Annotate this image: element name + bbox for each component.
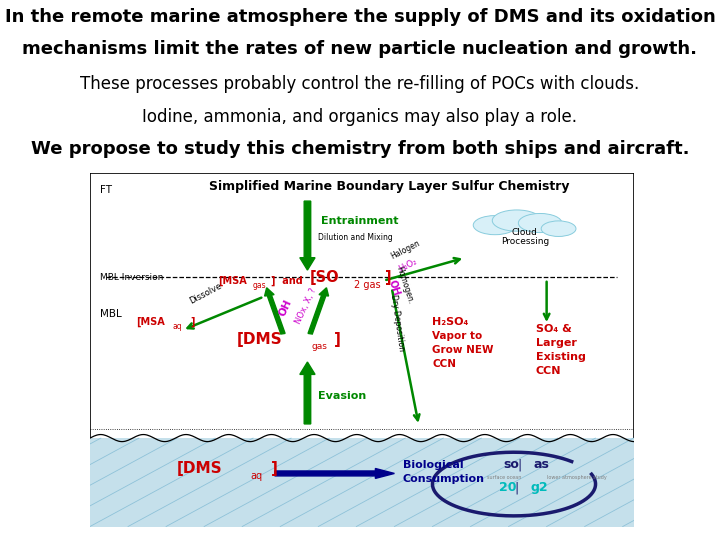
Text: MBL: MBL (100, 309, 122, 319)
Text: [DMS: [DMS (177, 462, 222, 476)
Text: Vapor to: Vapor to (433, 331, 482, 341)
FancyArrow shape (264, 288, 285, 334)
Text: ]: ] (191, 317, 195, 327)
Text: |: | (517, 458, 521, 471)
Text: aq: aq (251, 471, 263, 481)
Ellipse shape (541, 221, 576, 237)
Text: g2: g2 (531, 481, 548, 494)
Text: [MSA: [MSA (217, 276, 246, 287)
Text: as: as (533, 458, 549, 471)
Text: [DMS: [DMS (237, 332, 282, 347)
Text: NOx, X, ?: NOx, X, ? (294, 286, 318, 325)
Text: OH: OH (277, 298, 294, 318)
Text: Evasion: Evasion (318, 391, 366, 401)
Text: gas: gas (312, 342, 328, 351)
Text: Simplified Marine Boundary Layer Sulfur Chemistry: Simplified Marine Boundary Layer Sulfur … (209, 180, 570, 193)
Text: We propose to study this chemistry from both ships and aircraft.: We propose to study this chemistry from … (31, 140, 689, 158)
Bar (90, 438, 634, 526)
FancyArrow shape (300, 362, 315, 424)
Text: gas: gas (253, 281, 266, 291)
FancyArrow shape (275, 469, 395, 478)
Text: H₂SO₄: H₂SO₄ (433, 317, 469, 327)
Text: lower atmosphere study: lower atmosphere study (546, 475, 606, 480)
Ellipse shape (473, 215, 517, 235)
Text: mechanisms limit the rates of new particle nucleation and growth.: mechanisms limit the rates of new partic… (22, 40, 698, 58)
Text: MBL Inversion: MBL Inversion (100, 273, 163, 282)
Text: Larger: Larger (536, 338, 577, 348)
Text: ]  and: ] and (271, 276, 303, 287)
Text: Dissolve: Dissolve (188, 281, 223, 306)
Text: surface ocean: surface ocean (487, 475, 521, 480)
Text: ]: ] (333, 332, 341, 347)
Text: |: | (515, 481, 519, 494)
Text: ]: ] (384, 271, 391, 286)
Text: Processing: Processing (500, 237, 549, 246)
Text: so: so (503, 458, 519, 471)
Text: Dry Deposition: Dry Deposition (389, 294, 406, 352)
Text: Existing: Existing (536, 352, 585, 362)
Text: SO₄ &: SO₄ & (536, 324, 572, 334)
Text: CCN: CCN (433, 359, 456, 369)
Text: CCN: CCN (536, 367, 562, 376)
Text: 2 gas: 2 gas (354, 280, 380, 290)
Text: FT: FT (100, 185, 112, 195)
FancyArrow shape (300, 201, 315, 270)
Ellipse shape (492, 210, 541, 231)
FancyArrow shape (308, 288, 328, 334)
Text: [SO: [SO (310, 271, 340, 286)
Text: ]: ] (271, 462, 277, 476)
Text: Cloud: Cloud (512, 228, 538, 237)
Text: Grow NEW: Grow NEW (433, 345, 494, 355)
Text: Consumption: Consumption (402, 474, 485, 484)
Text: H₂O₂: H₂O₂ (397, 257, 418, 274)
Text: In the remote marine atmosphere the supply of DMS and its oxidation: In the remote marine atmosphere the supp… (4, 8, 716, 26)
Text: aq: aq (173, 322, 182, 331)
Text: 20: 20 (499, 481, 517, 494)
Text: Biological: Biological (402, 460, 463, 470)
Text: OH: OH (386, 278, 401, 297)
Text: Homogen.: Homogen. (395, 266, 415, 306)
Text: Dilution and Mixing: Dilution and Mixing (318, 233, 393, 242)
Text: [MSA: [MSA (136, 317, 165, 327)
Ellipse shape (518, 213, 562, 233)
Text: These processes probably control the re-filling of POCs with clouds.: These processes probably control the re-… (81, 75, 639, 93)
Text: Entrainment: Entrainment (321, 216, 399, 226)
Text: Iodine, ammonia, and organics may also play a role.: Iodine, ammonia, and organics may also p… (143, 109, 577, 126)
Text: Halogen: Halogen (389, 239, 421, 261)
